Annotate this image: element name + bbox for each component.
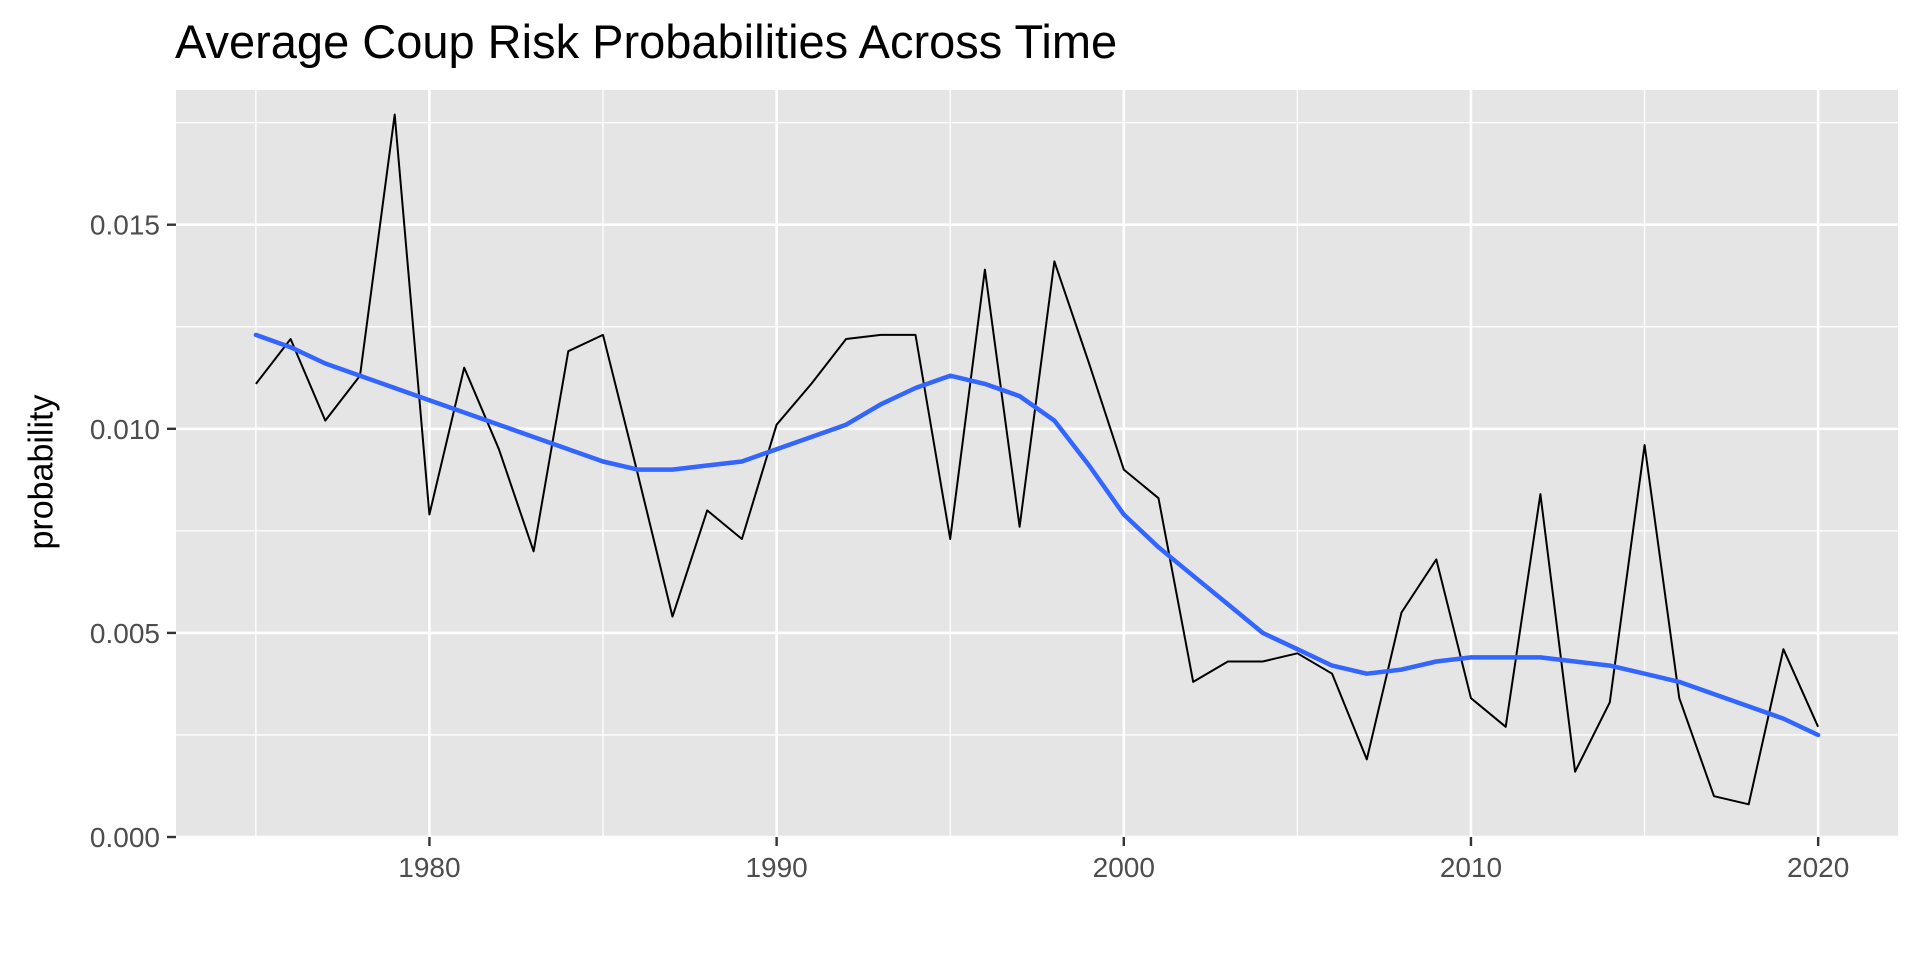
x-axis: 1980 1990 2000 2010 2020 [398,837,1849,883]
series-line-probability [255,113,1820,806]
x-tick-label: 1980 [398,852,460,883]
x-tick-label: 2000 [1093,852,1155,883]
smooth-trend-line [253,332,1821,738]
y-tick-label: 0.010 [90,414,160,445]
grid-major [176,90,1898,839]
x-tick-label: 2010 [1440,852,1502,883]
x-tick-label: 2020 [1787,852,1849,883]
y-axis: 0.000 0.005 0.010 0.015 [90,210,176,853]
plot-panel [176,90,1898,837]
x-tick-label: 1990 [745,852,807,883]
chart-title: Average Coup Risk Probabilities Across T… [175,15,1118,68]
y-tick-label: 0.005 [90,618,160,649]
y-tick-label: 0.015 [90,210,160,241]
y-tick-label: 0.000 [90,822,160,853]
